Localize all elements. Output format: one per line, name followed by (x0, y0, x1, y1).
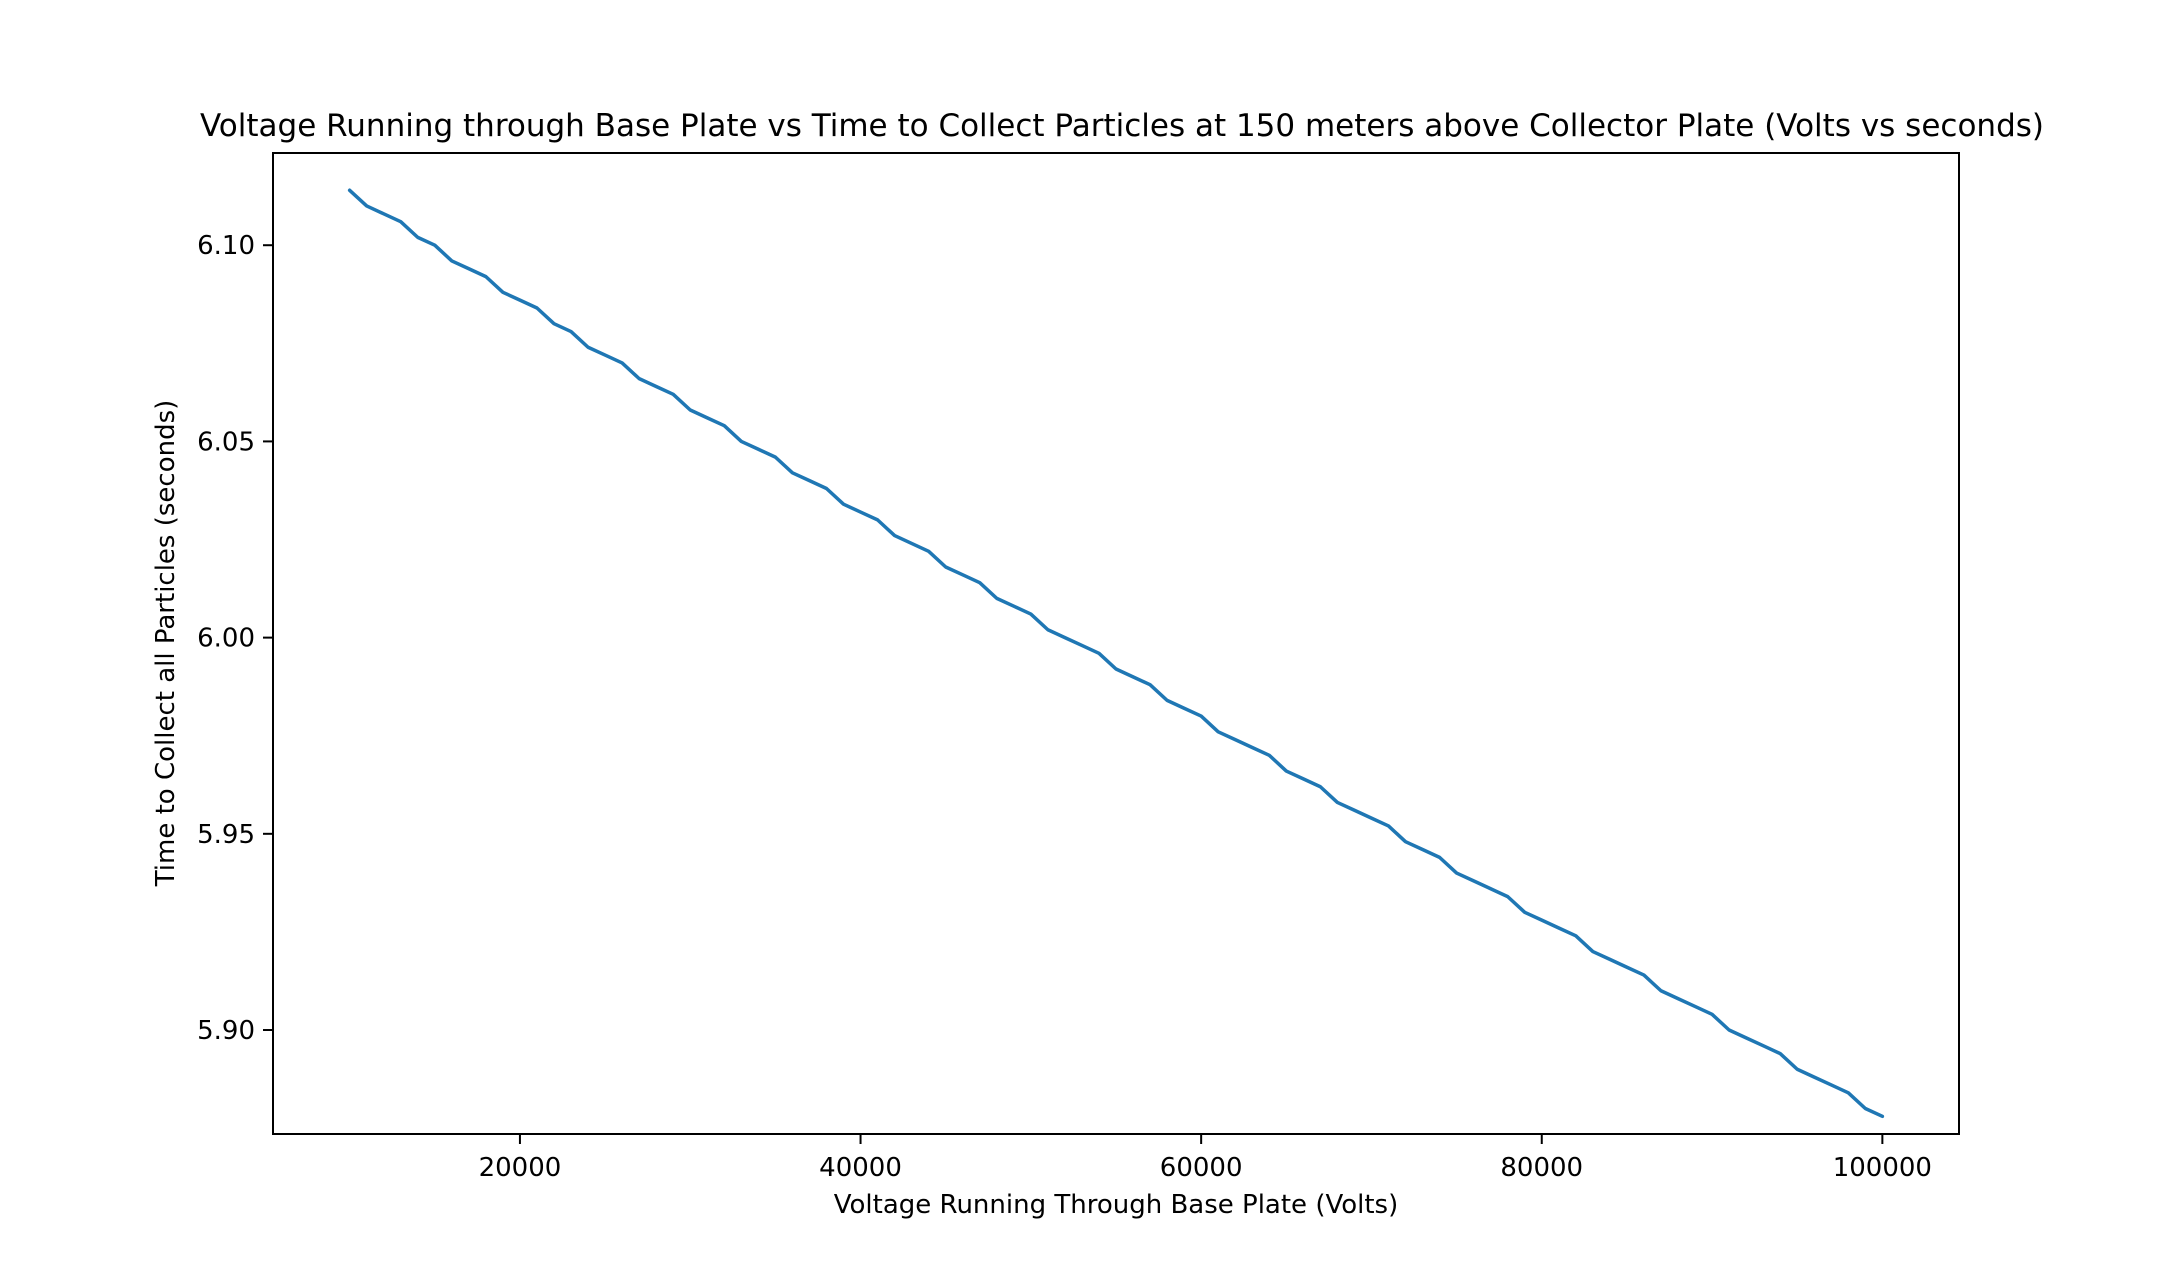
x-axis: 20000 40000 60000 80000 100000 (479, 1134, 1932, 1183)
x-tick-label: 80000 (1500, 1153, 1583, 1183)
x-tick-label: 100000 (1833, 1153, 1932, 1183)
x-tick-label: 60000 (1160, 1153, 1243, 1183)
y-axis-label: Time to Collect all Particles (seconds) (151, 400, 181, 888)
x-tick-label: 20000 (479, 1153, 562, 1183)
plot-frame (272, 152, 1960, 1135)
plot-area (272, 152, 1960, 1135)
series-line (347, 188, 1885, 1119)
x-axis-label: Voltage Running Through Base Plate (Volt… (834, 1190, 1399, 1220)
x-tick-label: 40000 (819, 1153, 902, 1183)
y-tick-label: 5.95 (197, 820, 255, 850)
y-tick-label: 6.10 (197, 231, 255, 261)
y-tick-label: 6.05 (197, 427, 255, 457)
y-tick-label: 6.00 (197, 624, 255, 654)
y-tick-label: 5.90 (197, 1016, 255, 1046)
y-axis: 5.90 5.95 6.00 6.05 6.10 (197, 231, 273, 1046)
chart-title: Voltage Running through Base Plate vs Ti… (200, 108, 2044, 144)
